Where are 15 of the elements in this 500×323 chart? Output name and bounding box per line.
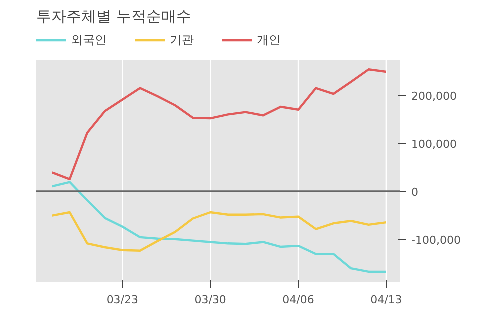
x-tick-label: 04/13 <box>370 294 402 306</box>
legend-label: 외국인 <box>71 32 107 48</box>
x-tick-label: 03/30 <box>194 294 226 306</box>
y-tick-label: 100,000 <box>412 138 457 151</box>
line-series <box>51 211 388 252</box>
chart-title: 투자주체별 누적순매수 <box>36 8 192 26</box>
y-tick-label: 200,000 <box>412 90 457 103</box>
legend-label: 기관 <box>170 32 194 48</box>
x-tick-label: 03/23 <box>106 294 139 306</box>
legend-label: 개인 <box>257 32 281 48</box>
line-series <box>51 68 388 181</box>
line-series <box>51 181 388 274</box>
x-tick-label: 04/06 <box>282 294 314 306</box>
y-tick-label: -100,000 <box>412 234 461 247</box>
y-tick-label: 0 <box>412 186 418 199</box>
